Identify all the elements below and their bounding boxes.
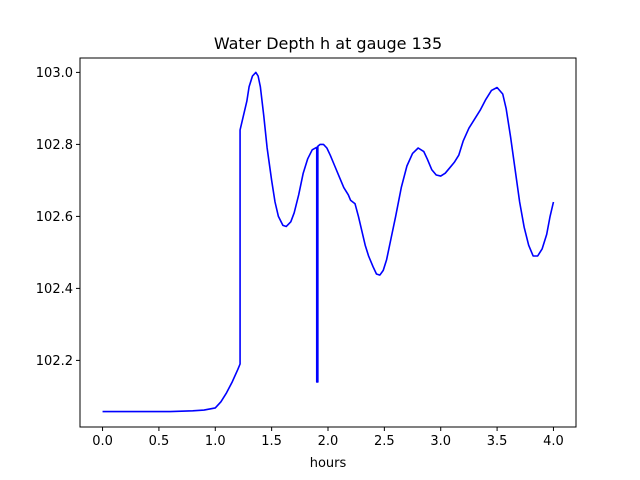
x-axis-label: hours (310, 456, 347, 471)
chart-title: Water Depth h at gauge 135 (214, 34, 442, 53)
y-tick-label: 102.2 (36, 354, 73, 369)
y-tick-label: 102.8 (36, 138, 73, 153)
series-line-0 (102, 71, 555, 413)
y-tick-label: 103.0 (36, 66, 73, 81)
x-tick-label: 1.0 (205, 434, 226, 449)
x-tick-label: 1.5 (261, 434, 282, 449)
x-tick-label: 3.0 (430, 434, 451, 449)
axes-frame (79, 57, 577, 428)
plot-area (102, 71, 555, 413)
x-tick-label: 2.5 (374, 434, 395, 449)
x-tick-label: 2.0 (318, 434, 339, 449)
y-tick-label: 102.4 (36, 282, 73, 297)
x-tick-label: 4.0 (543, 434, 564, 449)
x-tick-label: 0.5 (149, 434, 170, 449)
y-tick-label: 102.6 (36, 210, 73, 225)
x-axis: 0.0 0.5 1.0 1.5 2.0 2.5 3.0 3.5 4.0 (92, 427, 564, 449)
x-tick-label: 0.0 (92, 434, 113, 449)
y-axis: 102.2 102.4 102.6 102.8 103.0 (36, 66, 80, 369)
x-tick-label: 3.5 (487, 434, 508, 449)
